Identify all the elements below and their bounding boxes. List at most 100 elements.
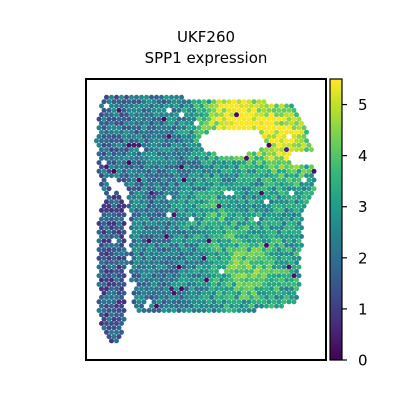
expression-spot bbox=[114, 242, 119, 248]
expression-spot bbox=[134, 277, 139, 283]
expression-spot bbox=[169, 164, 174, 170]
expression-spot bbox=[261, 107, 267, 113]
expression-spot bbox=[244, 277, 249, 283]
expression-spot bbox=[246, 308, 252, 313]
expression-spot bbox=[194, 181, 199, 187]
expression-spot bbox=[161, 229, 167, 235]
expression-spot bbox=[251, 194, 257, 200]
expression-spot bbox=[114, 94, 119, 100]
expression-spot bbox=[189, 303, 194, 309]
expression-spot bbox=[256, 194, 262, 200]
colorbar-tick-label: 4 bbox=[358, 147, 368, 165]
expression-spot bbox=[169, 103, 174, 109]
expression-spot bbox=[131, 151, 137, 157]
colorbar-tick-label: 5 bbox=[358, 96, 368, 114]
expression-spot bbox=[96, 229, 102, 235]
expression-spot bbox=[236, 290, 242, 296]
expression-spot bbox=[171, 299, 177, 305]
expression-spot bbox=[144, 260, 149, 266]
expression-spot bbox=[119, 225, 124, 231]
expression-spot bbox=[201, 221, 207, 226]
expression-spot bbox=[209, 286, 214, 292]
expression-spot bbox=[226, 107, 232, 113]
expression-spot bbox=[289, 260, 294, 266]
expression-spot bbox=[216, 247, 222, 253]
expression-spot bbox=[159, 164, 164, 170]
expression-spot bbox=[206, 221, 212, 226]
expression-spot bbox=[134, 173, 139, 179]
expression-spot bbox=[234, 164, 239, 170]
expression-spot bbox=[229, 268, 234, 274]
expression-spot bbox=[274, 207, 279, 213]
expression-spot bbox=[121, 229, 127, 235]
expression-spot bbox=[286, 168, 292, 174]
expression-spot bbox=[221, 194, 227, 200]
expression-spot bbox=[291, 229, 297, 235]
expression-spot bbox=[226, 203, 232, 209]
expression-spot bbox=[134, 286, 139, 292]
expression-spot bbox=[174, 164, 179, 170]
expression-spot bbox=[161, 238, 167, 244]
expression-spot bbox=[239, 242, 244, 248]
expression-spot bbox=[236, 247, 242, 253]
expression-spot bbox=[124, 260, 129, 266]
expression-spot bbox=[134, 181, 139, 187]
expression-spot bbox=[266, 299, 272, 305]
expression-spot bbox=[216, 99, 222, 105]
expression-spot bbox=[136, 142, 142, 148]
expression-spot bbox=[116, 255, 122, 261]
expression-spot bbox=[224, 181, 229, 187]
expression-spot bbox=[239, 103, 244, 109]
expression-spot bbox=[184, 181, 189, 187]
expression-spot bbox=[171, 107, 177, 113]
expression-spot bbox=[174, 303, 179, 309]
expression-spot bbox=[171, 151, 177, 157]
expression-spot bbox=[211, 308, 217, 313]
expression-spot bbox=[196, 281, 202, 287]
expression-spot bbox=[179, 251, 184, 257]
expression-spot bbox=[291, 194, 297, 200]
expression-spot bbox=[201, 160, 207, 166]
expression-spot bbox=[209, 225, 214, 231]
expression-spot bbox=[141, 221, 147, 226]
expression-spot bbox=[286, 281, 292, 287]
expression-spot bbox=[259, 216, 264, 222]
expression-spot bbox=[266, 212, 272, 218]
expression-spot bbox=[101, 247, 107, 253]
expression-spot bbox=[116, 134, 122, 139]
expression-spot bbox=[114, 112, 119, 118]
expression-spot bbox=[299, 234, 304, 239]
expression-spot bbox=[126, 186, 132, 192]
expression-spot bbox=[104, 120, 109, 126]
expression-spot bbox=[259, 277, 264, 283]
expression-spot bbox=[111, 247, 117, 253]
expression-spot bbox=[251, 203, 257, 209]
expression-spot bbox=[281, 194, 287, 200]
expression-spot bbox=[164, 129, 169, 135]
expression-spot bbox=[249, 260, 254, 266]
expression-spot bbox=[199, 260, 204, 266]
expression-spot bbox=[211, 255, 217, 261]
expression-spot bbox=[251, 160, 257, 166]
expression-spot bbox=[159, 155, 164, 161]
expression-spot bbox=[96, 160, 102, 166]
expression-spot bbox=[169, 303, 174, 309]
expression-spot bbox=[109, 286, 114, 292]
expression-spot bbox=[211, 168, 217, 174]
expression-spot bbox=[209, 277, 214, 283]
expression-spot bbox=[224, 164, 229, 170]
expression-spot bbox=[271, 168, 277, 174]
expression-spot bbox=[201, 151, 207, 157]
expression-spot bbox=[216, 186, 222, 192]
expression-spot bbox=[101, 142, 107, 148]
expression-spot bbox=[136, 264, 142, 270]
expression-spot bbox=[211, 203, 217, 209]
expression-spot bbox=[99, 286, 104, 292]
expression-spot bbox=[219, 190, 224, 196]
expression-spot bbox=[181, 255, 187, 261]
expression-spot bbox=[281, 238, 287, 244]
expression-spot bbox=[219, 181, 224, 187]
expression-spot bbox=[234, 303, 239, 309]
expression-spot bbox=[101, 325, 107, 331]
expression-spot bbox=[161, 168, 167, 174]
